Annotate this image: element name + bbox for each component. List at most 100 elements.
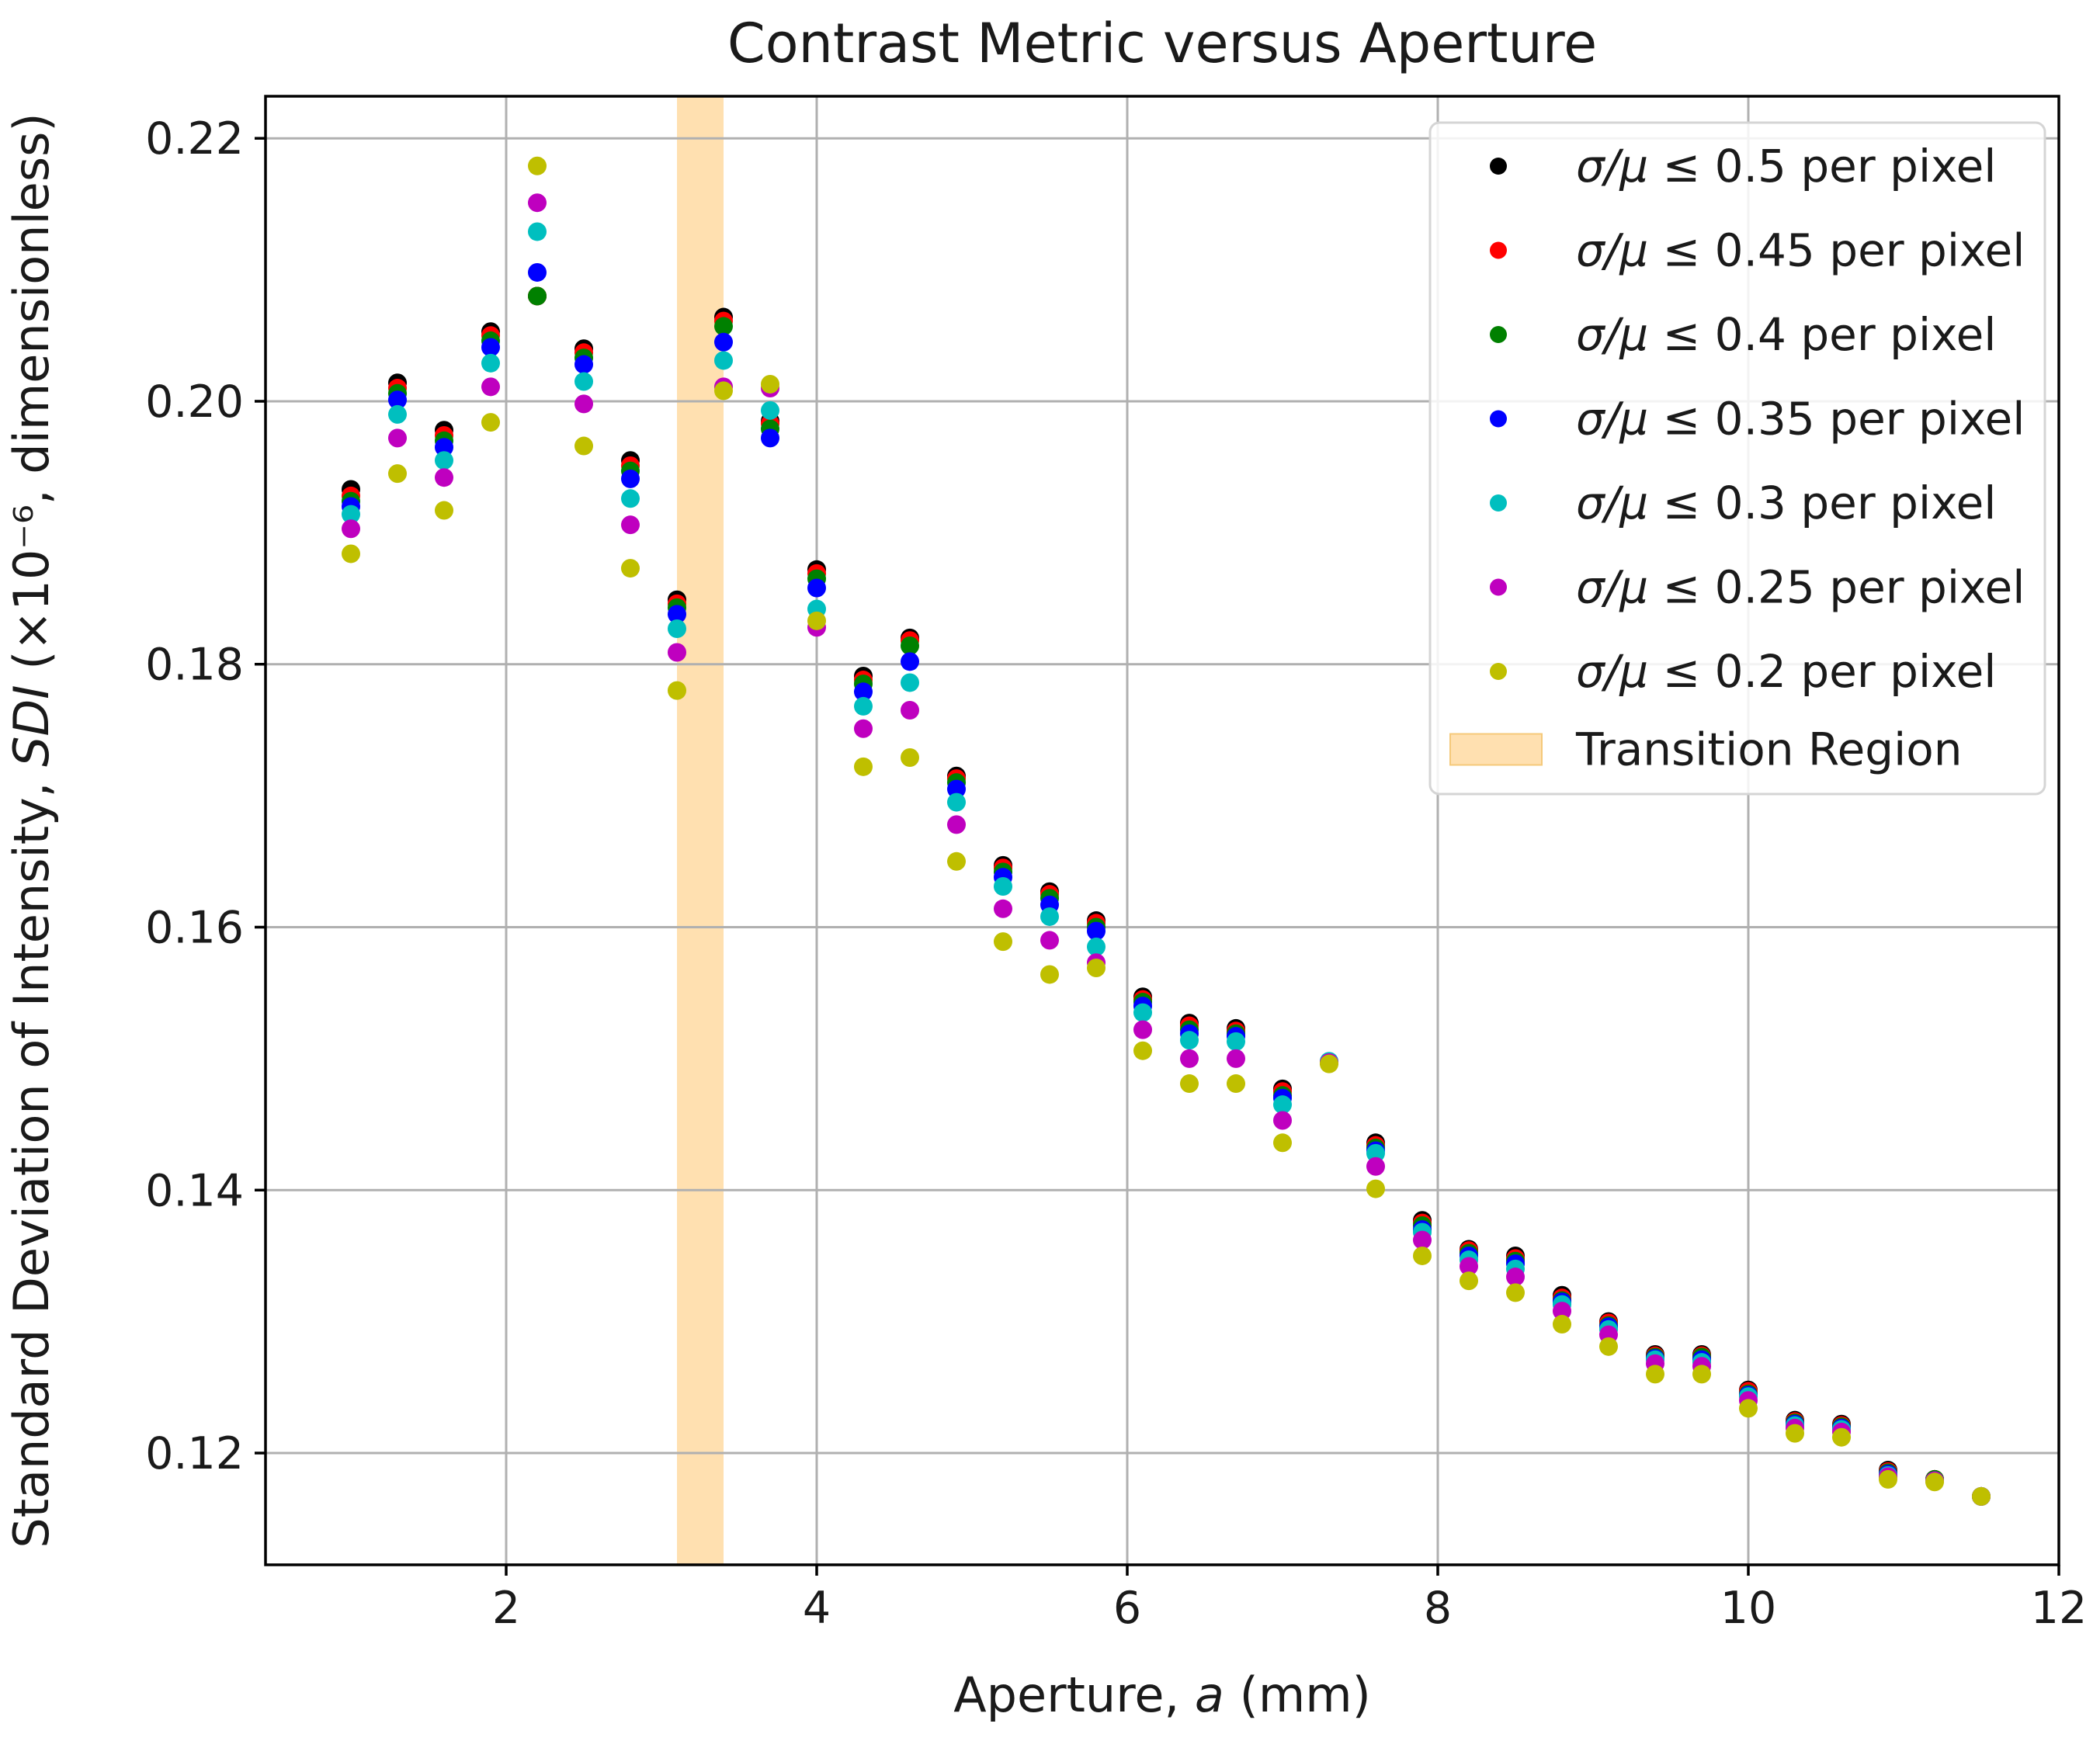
data-point: [435, 438, 453, 457]
data-point: [761, 401, 779, 420]
data-point: [994, 899, 1012, 918]
data-point: [714, 351, 733, 370]
y-tick-label: 0.22: [145, 113, 244, 165]
legend-marker: [1490, 410, 1507, 428]
x-tick-label: 2: [492, 1583, 520, 1634]
legend-marker: [1490, 326, 1507, 343]
data-point: [621, 559, 640, 578]
data-point: [574, 355, 593, 374]
data-point: [574, 372, 593, 391]
data-point: [668, 681, 686, 700]
legend: σ/μ ≤ 0.5 per pixel σ/μ ≤ 0.45 per pixel σ…: [1428, 121, 2046, 796]
legend-label: σ/μ ≤ 0.4 per pixel: [1576, 308, 1996, 361]
data-point: [1506, 1283, 1525, 1302]
legend-label: σ/μ ≤ 0.2 per pixel: [1576, 645, 1996, 698]
data-point: [1273, 1095, 1292, 1115]
data-point: [1087, 937, 1106, 956]
data-point: [1133, 1041, 1152, 1060]
data-point: [1413, 1230, 1432, 1250]
legend-item: σ/μ ≤ 0.25 per pixel: [1490, 561, 2025, 614]
data-point: [1227, 1049, 1245, 1068]
data-point: [1227, 1032, 1245, 1051]
data-point: [1692, 1365, 1711, 1384]
data-point: [901, 652, 919, 671]
data-point: [901, 747, 919, 767]
data-point: [1599, 1337, 1618, 1356]
plot-area: [264, 95, 2060, 1566]
data-point: [1786, 1424, 1804, 1443]
data-point: [1180, 1074, 1199, 1094]
data-point: [901, 673, 919, 692]
x-tick-label: 4: [803, 1583, 831, 1634]
data-point: [528, 286, 547, 306]
legend-item: σ/μ ≤ 0.35 per pixel: [1490, 393, 2025, 446]
data-point: [1133, 1003, 1152, 1022]
legend-marker: [1490, 158, 1507, 175]
legend-marker: [1490, 663, 1507, 680]
data-point: [854, 719, 873, 738]
data-point: [481, 338, 500, 357]
data-point: [528, 156, 547, 175]
data-point: [668, 643, 686, 662]
legend-label: σ/μ ≤ 0.3 per pixel: [1576, 477, 1996, 529]
data-point: [1180, 1049, 1199, 1068]
legend-label: σ/μ ≤ 0.35 per pixel: [1576, 393, 2025, 446]
data-point: [1180, 1031, 1199, 1050]
data-point: [388, 390, 407, 410]
legend-item-transition: Transition Region: [1449, 723, 1962, 776]
data-point: [1413, 1246, 1432, 1265]
data-point: [1553, 1315, 1571, 1334]
x-tick-label: 8: [1424, 1583, 1452, 1634]
data-point: [994, 932, 1012, 952]
data-point: [481, 413, 500, 432]
data-point: [621, 469, 640, 488]
data-point: [761, 374, 779, 394]
data-point: [901, 636, 919, 656]
x-tick-label: 12: [2031, 1583, 2088, 1634]
data-point: [1506, 1268, 1525, 1287]
y-tick-label: 0.14: [145, 1165, 244, 1216]
legend-marker: [1490, 578, 1507, 596]
legend-item: σ/μ ≤ 0.3 per pixel: [1490, 477, 1996, 529]
legend-label: σ/μ ≤ 0.5 per pixel: [1576, 140, 1996, 192]
x-axis-label: Aperture, a (mm): [953, 1666, 1371, 1723]
data-point: [994, 876, 1012, 896]
data-point: [1273, 1133, 1292, 1153]
data-point: [528, 193, 547, 213]
data-point: [1366, 1157, 1385, 1176]
data-point: [621, 489, 640, 508]
legend-marker: [1490, 241, 1507, 259]
x-tick-label: 6: [1113, 1583, 1141, 1634]
data-point: [1320, 1054, 1338, 1073]
data-point: [1972, 1486, 1991, 1506]
data-point: [947, 851, 966, 871]
data-point: [435, 468, 453, 487]
legend-box: [1428, 121, 2046, 796]
data-point: [621, 515, 640, 535]
legend-label: σ/μ ≤ 0.25 per pixel: [1576, 561, 2025, 614]
legend-label: σ/μ ≤ 0.45 per pixel: [1576, 224, 2025, 277]
x-tick-label: 10: [1720, 1583, 1777, 1634]
plot-frame: [264, 95, 2060, 1566]
data-point: [528, 262, 547, 282]
data-point: [1879, 1469, 1897, 1489]
data-point: [1646, 1365, 1664, 1384]
data-point: [1227, 1074, 1245, 1094]
legend-marker: [1490, 494, 1507, 512]
x-axis: 2 4 6 8 10 12: [492, 1565, 2087, 1634]
data-point: [947, 779, 966, 799]
y-axis-label: Standard Deviation of Intensity, SDI (×1…: [3, 113, 60, 1548]
data-point: [1739, 1399, 1758, 1418]
data-point: [1040, 931, 1059, 950]
data-point: [1133, 1020, 1152, 1039]
data-point: [901, 701, 919, 720]
data-point: [481, 353, 500, 373]
series-6: [342, 156, 1991, 1506]
data-point: [1087, 959, 1106, 978]
data-point: [1553, 1302, 1571, 1321]
y-axis: 0.12 0.14 0.16 0.18 0.20 0.22: [145, 113, 266, 1479]
data-point: [1366, 1179, 1385, 1198]
data-point: [574, 436, 593, 456]
data-point: [807, 611, 826, 630]
